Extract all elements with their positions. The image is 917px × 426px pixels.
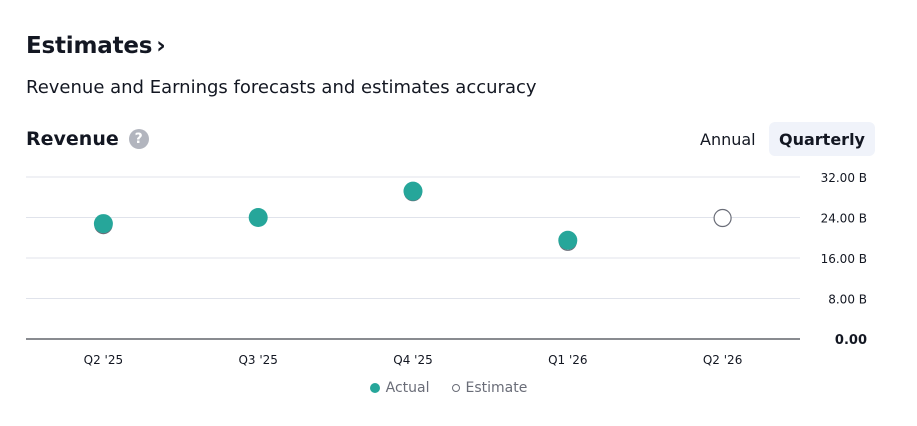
y-tick-label: 32.00 B <box>821 171 867 185</box>
quarterly-toggle-button[interactable]: Quarterly <box>769 122 875 156</box>
page-subtitle: Revenue and Earnings forecasts and estim… <box>26 77 537 98</box>
actual-point <box>403 181 423 201</box>
section-title: Revenue <box>26 128 119 150</box>
y-tick-label: 0.00 <box>835 333 867 348</box>
revenue-section-header: Revenue ? <box>26 128 149 150</box>
x-tick-label: Q2 '25 <box>84 353 123 367</box>
chart-legend: Actual Estimate <box>0 380 897 396</box>
actual-point <box>248 208 268 227</box>
legend-estimate-label: Estimate <box>465 380 528 396</box>
legend-actual[interactable]: Actual <box>369 380 430 396</box>
estimate-point <box>713 208 732 228</box>
x-tick-label: Q3 '25 <box>238 353 277 367</box>
actual-dot-icon <box>369 383 380 393</box>
annual-toggle-button[interactable]: Annual <box>690 122 766 156</box>
y-tick-label: 24.00 B <box>821 212 867 226</box>
chevron-right-icon: › <box>156 33 166 59</box>
estimate-dot-icon <box>451 384 460 392</box>
y-tick-label: 16.00 B <box>821 252 867 266</box>
x-tick-label: Q2 '26 <box>703 353 742 367</box>
x-tick-label: Q1 '26 <box>548 353 587 367</box>
legend-estimate[interactable]: Estimate <box>451 380 528 396</box>
title-text: Estimates <box>26 33 153 59</box>
y-tick-label: 8.00 B <box>828 293 867 307</box>
actual-point <box>558 230 578 250</box>
actual-point <box>93 214 113 234</box>
page-title[interactable]: Estimates › <box>26 33 166 59</box>
legend-actual-label: Actual <box>385 380 430 396</box>
x-tick-label: Q4 '25 <box>393 353 432 367</box>
revenue-chart: 32.00 B 24.00 B 16.00 B 8.00 B 0.00 Q2 '25 Q3 … <box>26 171 867 367</box>
question-circle-icon[interactable]: ? <box>128 129 149 149</box>
